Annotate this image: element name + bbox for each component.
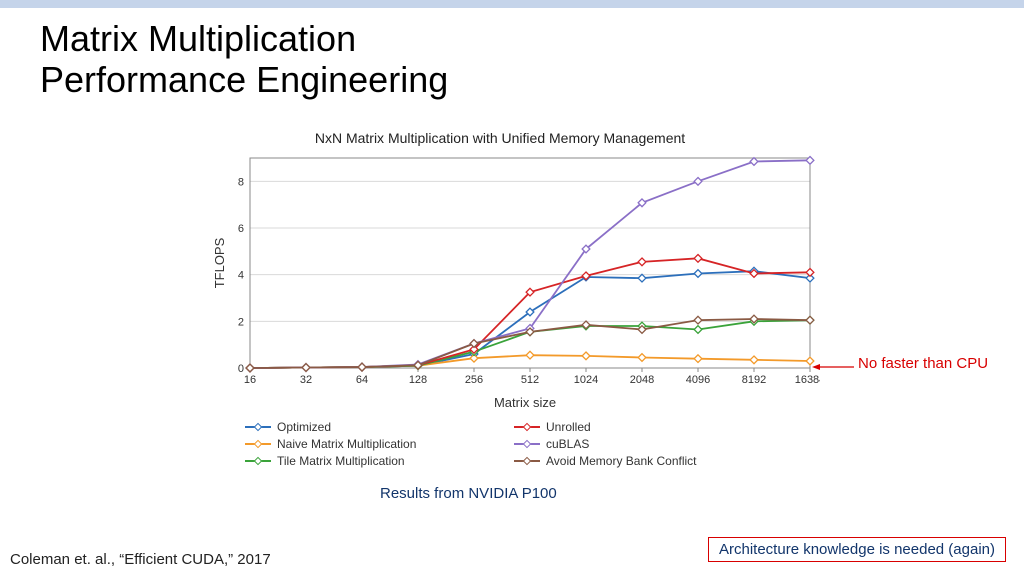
legend-label: Optimized xyxy=(277,420,331,434)
results-caption: Results from NVIDIA P100 xyxy=(380,485,557,502)
legend-swatch xyxy=(245,439,271,449)
svg-text:256: 256 xyxy=(465,374,483,386)
architecture-note-text: Architecture knowledge is needed (again) xyxy=(719,541,995,558)
chart-title: NxN Matrix Multiplication with Unified M… xyxy=(190,130,810,146)
legend-swatch xyxy=(514,456,540,466)
svg-text:512: 512 xyxy=(521,374,539,386)
legend-label: Tile Matrix Multiplication xyxy=(277,454,405,468)
citation-text: Coleman et. al., “Efficient CUDA,” 2017 xyxy=(10,551,271,568)
legend-label: Naive Matrix Multiplication xyxy=(277,437,416,451)
svg-text:1024: 1024 xyxy=(574,374,598,386)
legend-swatch xyxy=(514,439,540,449)
svg-text:16: 16 xyxy=(244,374,256,386)
legend-label: Avoid Memory Bank Conflict xyxy=(546,454,697,468)
title-line-1: Matrix Multiplication xyxy=(40,18,448,59)
legend-item: Avoid Memory Bank Conflict xyxy=(514,454,765,468)
legend-label: cuBLAS xyxy=(546,437,589,451)
y-axis-label: TFLOPS xyxy=(212,238,227,289)
line-chart: 0246816326412825651210242048409681921638… xyxy=(230,148,820,388)
svg-text:4096: 4096 xyxy=(686,374,710,386)
annotation-arrow xyxy=(812,362,854,372)
svg-text:128: 128 xyxy=(409,374,427,386)
svg-text:2048: 2048 xyxy=(630,374,654,386)
plot-wrapper: TFLOPS 024681632641282565121024204840968… xyxy=(230,148,820,378)
svg-text:32: 32 xyxy=(300,374,312,386)
legend-item: Unrolled xyxy=(514,420,765,434)
legend-item: cuBLAS xyxy=(514,437,765,451)
legend-swatch xyxy=(245,456,271,466)
legend-label: Unrolled xyxy=(546,420,591,434)
legend-item: Tile Matrix Multiplication xyxy=(245,454,496,468)
legend-item: Naive Matrix Multiplication xyxy=(245,437,496,451)
legend-swatch xyxy=(245,422,271,432)
slide-title: Matrix Multiplication Performance Engine… xyxy=(40,18,448,101)
svg-text:6: 6 xyxy=(238,223,244,235)
svg-text:8: 8 xyxy=(238,176,244,188)
svg-text:64: 64 xyxy=(356,374,368,386)
title-line-2: Performance Engineering xyxy=(40,59,448,100)
x-axis-label: Matrix size xyxy=(494,395,556,410)
svg-text:8192: 8192 xyxy=(742,374,766,386)
top-accent-bar xyxy=(0,0,1024,8)
legend-item: Optimized xyxy=(245,420,496,434)
architecture-note-box: Architecture knowledge is needed (again) xyxy=(708,537,1006,562)
chart-legend: Optimized Unrolled Naive Matrix Multiplica… xyxy=(245,420,765,468)
cpu-annotation: No faster than CPU xyxy=(858,355,988,372)
svg-text:2: 2 xyxy=(238,316,244,328)
legend-swatch xyxy=(514,422,540,432)
svg-text:4: 4 xyxy=(238,270,244,282)
svg-text:16384: 16384 xyxy=(795,374,820,386)
